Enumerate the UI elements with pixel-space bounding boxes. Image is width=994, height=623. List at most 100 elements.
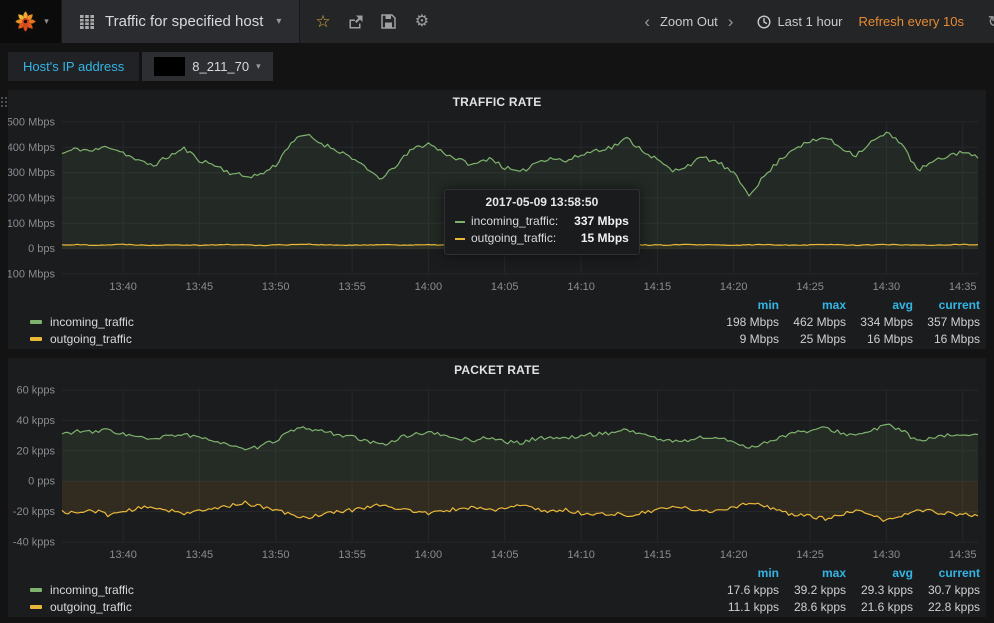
dashboard-grid-icon — [80, 14, 94, 29]
legend-series-incoming-traffic[interactable]: incoming_traffic — [50, 582, 134, 597]
refresh-icon[interactable]: ↻ — [988, 12, 994, 32]
stat-max: 25 Mbps — [799, 331, 846, 346]
star-dashboard-button[interactable]: ☆ — [306, 0, 339, 43]
series-color-dash — [455, 237, 465, 240]
stat-avg: 334 Mbps — [860, 314, 913, 329]
svg-text:14:20: 14:20 — [720, 281, 748, 293]
tooltip-row-outgoing: outgoing_traffic: 15 Mbps — [455, 230, 629, 247]
tooltip-series-value: 337 Mbps — [574, 214, 629, 228]
time-forward-button[interactable]: › — [727, 12, 734, 31]
time-range-picker[interactable]: Last 1 hour — [757, 14, 843, 29]
series-color-swatch[interactable] — [30, 336, 42, 341]
svg-text:14:30: 14:30 — [873, 549, 901, 561]
stat-max: 39.2 kpps — [793, 582, 846, 597]
variable-label-hosts-ip[interactable]: Host's IP address — [8, 52, 140, 81]
share-icon — [349, 15, 363, 29]
svg-text:14:25: 14:25 — [796, 281, 824, 293]
stat-min: 198 Mbps — [726, 314, 779, 329]
zoom-out-button[interactable]: Zoom Out — [659, 14, 718, 29]
stat-avg: 16 Mbps — [866, 331, 913, 346]
legend-header: min max avg current — [30, 297, 980, 313]
time-back-button[interactable]: ‹ — [644, 12, 650, 31]
svg-text:20 kpps: 20 kpps — [16, 445, 55, 457]
legend-series-outgoing-traffic[interactable]: outgoing_traffic — [50, 599, 132, 614]
stat-max: 28.6 kpps — [793, 599, 846, 614]
svg-text:300 Mbps: 300 Mbps — [8, 167, 55, 179]
svg-text:0 bps: 0 bps — [28, 243, 55, 255]
panel-title-packet-rate[interactable]: PACKET RATE — [454, 363, 540, 377]
svg-text:-40 kpps: -40 kpps — [13, 537, 56, 549]
chevron-down-icon: ▾ — [276, 16, 282, 27]
timepicker-controls: ‹ Zoom Out › Last 1 hour Refresh every 1… — [634, 0, 994, 43]
svg-text:14:00: 14:00 — [415, 281, 443, 293]
svg-text:13:40: 13:40 — [109, 281, 137, 293]
stat-current: 30.7 kpps — [927, 582, 980, 597]
top-navbar: ▾ Traffic for specified host ▾ ☆ — [0, 0, 994, 43]
legend-series-outgoing-traffic[interactable]: outgoing_traffic — [50, 331, 132, 346]
tooltip-series-value: 15 Mbps — [580, 231, 629, 245]
template-variables-row: Host's IP address 8_211_70 ▾ — [0, 43, 994, 90]
svg-text:14:25: 14:25 — [796, 549, 824, 561]
variable-value-text: 8_211_70 — [192, 59, 250, 74]
series-color-swatch[interactable] — [30, 319, 42, 324]
dashboard-settings-button[interactable]: ⚙ — [405, 0, 438, 43]
stat-min: 17.6 kpps — [726, 582, 779, 597]
legend-col-max[interactable]: max — [821, 566, 846, 580]
dashboard-actions: ☆ ⚙ — [306, 0, 438, 43]
legend-col-min[interactable]: min — [757, 298, 779, 312]
svg-text:0 pps: 0 pps — [28, 476, 55, 488]
series-color-swatch[interactable] — [30, 587, 42, 592]
stat-avg: 29.3 kpps — [860, 582, 913, 597]
svg-text:14:00: 14:00 — [415, 549, 443, 561]
traffic-rate-legend: min max avg current incoming_traffic 198… — [8, 296, 986, 347]
dashboard-title: Traffic for specified host — [105, 13, 264, 30]
svg-text:14:35: 14:35 — [949, 281, 977, 293]
panel-packet-rate: PACKET RATE 60 kpps 40 kpps 20 kpps 0 pps -2… — [8, 358, 986, 617]
gear-icon: ⚙ — [414, 12, 430, 30]
stat-min: 11.1 kpps — [727, 599, 779, 614]
legend-col-max[interactable]: max — [821, 298, 846, 312]
svg-text:14:35: 14:35 — [949, 549, 977, 561]
svg-text:14:05: 14:05 — [491, 549, 519, 561]
stat-min: 9 Mbps — [739, 331, 779, 346]
legend-col-current[interactable]: current — [938, 298, 980, 312]
svg-text:13:45: 13:45 — [186, 281, 214, 293]
variable-value-dropdown[interactable]: 8_211_70 ▾ — [142, 52, 273, 81]
packet-rate-chart[interactable]: 60 kpps 40 kpps 20 kpps 0 pps -20 kpps -40 kp… — [8, 382, 986, 564]
time-range-label: Last 1 hour — [777, 14, 843, 29]
svg-text:500 Mbps: 500 Mbps — [8, 117, 55, 129]
svg-text:60 kpps: 60 kpps — [16, 385, 55, 397]
legend-col-avg[interactable]: avg — [892, 566, 913, 580]
legend-col-min[interactable]: min — [757, 566, 779, 580]
legend-series-incoming-traffic[interactable]: incoming_traffic — [50, 314, 134, 329]
clock-icon — [757, 14, 771, 29]
svg-text:14:30: 14:30 — [873, 281, 901, 293]
panel-title-traffic-rate[interactable]: TRAFFIC RATE — [452, 95, 542, 109]
stat-current: 357 Mbps — [927, 314, 980, 329]
series-color-swatch[interactable] — [30, 604, 42, 609]
legend-col-current[interactable]: current — [938, 566, 980, 580]
dashboard-title-button[interactable]: Traffic for specified host ▾ — [61, 0, 301, 43]
legend-row-incoming: incoming_traffic 198 Mbps 462 Mbps 334 M… — [30, 313, 980, 330]
tooltip-timestamp: 2017-05-09 13:58:50 — [485, 195, 599, 209]
grafana-logo-button[interactable]: ▾ — [0, 0, 61, 43]
stat-max: 462 Mbps — [793, 314, 846, 329]
legend-row-incoming: incoming_traffic 17.6 kpps 39.2 kpps 29.… — [30, 581, 980, 598]
packet-rate-legend: min max avg current incoming_traffic 17.… — [8, 564, 986, 615]
svg-text:40 kpps: 40 kpps — [16, 415, 55, 427]
svg-text:13:40: 13:40 — [109, 549, 137, 561]
side-menu-handle[interactable] — [1, 97, 8, 107]
svg-text:200 Mbps: 200 Mbps — [8, 193, 55, 205]
svg-text:14:10: 14:10 — [567, 281, 595, 293]
share-dashboard-button[interactable] — [339, 0, 372, 43]
save-dashboard-button[interactable] — [372, 0, 405, 43]
svg-text:13:45: 13:45 — [186, 549, 214, 561]
legend-col-avg[interactable]: avg — [892, 298, 913, 312]
legend-row-outgoing: outgoing_traffic 11.1 kpps 28.6 kpps 21.… — [30, 598, 980, 615]
graph-tooltip: 2017-05-09 13:58:50 incoming_traffic: 33… — [444, 189, 640, 255]
svg-text:100 Mbps: 100 Mbps — [8, 218, 55, 230]
refresh-interval-button[interactable]: Refresh every 10s — [858, 14, 965, 29]
tooltip-row-incoming: incoming_traffic: 337 Mbps — [455, 213, 629, 230]
svg-text:14:15: 14:15 — [644, 281, 672, 293]
